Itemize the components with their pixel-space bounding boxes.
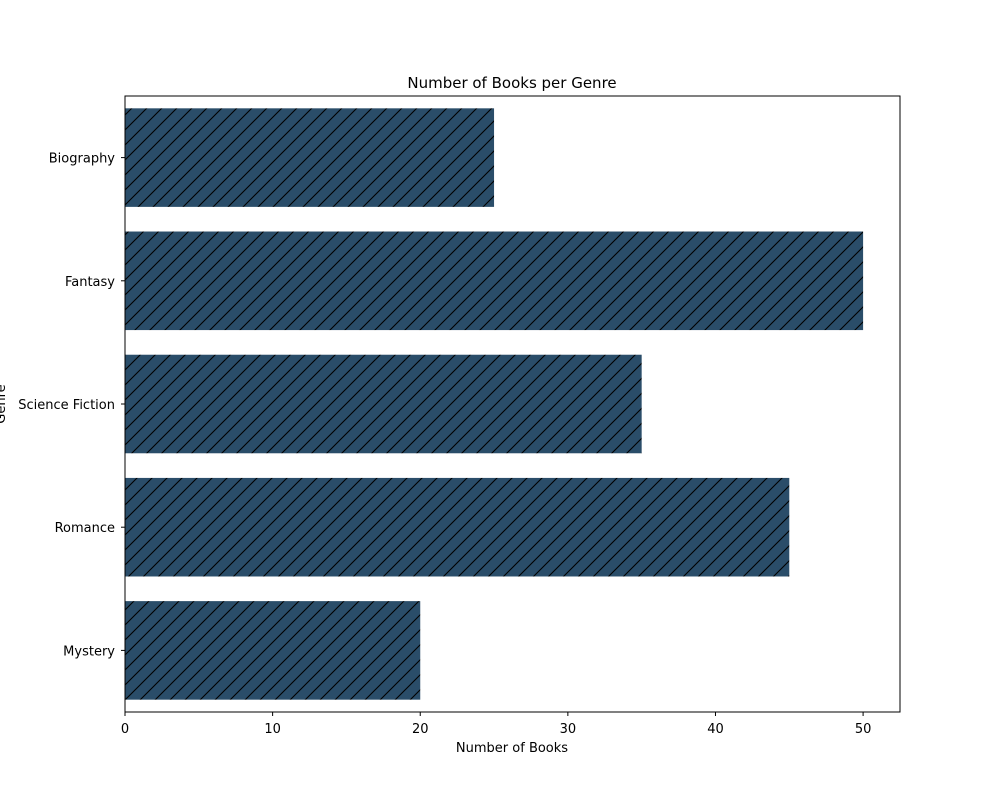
x-tick-label: 40 (707, 722, 724, 737)
bar-fantasy (125, 231, 864, 331)
y-tick-label: Fantasy (65, 275, 115, 290)
x-tick-label: 30 (560, 722, 577, 737)
x-tick-label: 0 (121, 722, 129, 737)
chart-title: Number of Books per Genre (407, 74, 616, 92)
x-tick-label: 50 (855, 722, 872, 737)
y-tick-label: Mystery (63, 644, 115, 659)
y-tick-label: Science Fiction (18, 398, 115, 413)
bar-mystery (125, 601, 421, 700)
x-tick-label: 20 (412, 722, 429, 737)
x-axis-ticks: 0 10 20 30 40 50 (121, 712, 872, 737)
y-axis-ticks: Mystery Romance Science Fiction Fantasy Biog… (18, 152, 125, 659)
x-tick-label: 10 (264, 722, 281, 737)
bars-group (125, 108, 864, 700)
y-tick-label: Romance (55, 521, 115, 536)
bar-science-fiction (125, 354, 642, 454)
y-tick-label: Biography (49, 152, 116, 167)
y-axis-label: Genre (0, 384, 9, 423)
bar-biography (125, 108, 495, 207)
bar-romance (125, 477, 790, 577)
x-axis-label: Number of Books (456, 741, 568, 756)
